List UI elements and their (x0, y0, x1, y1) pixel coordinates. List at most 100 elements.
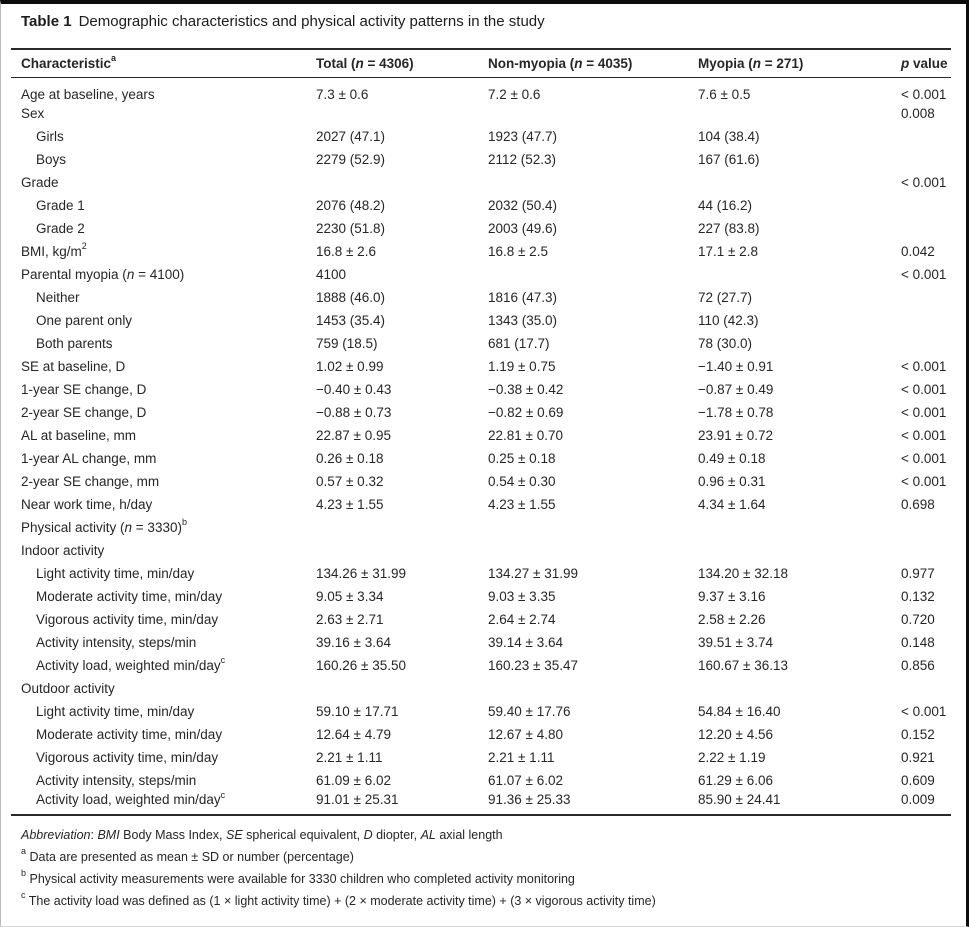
value-cell: 72 (27.7) (698, 289, 753, 305)
value-cell (698, 677, 901, 700)
table-row: One parent only 1453 (35.4) 1343 (35.0) 110… (11, 309, 951, 332)
value-cell: −0.40 ± 0.43 (316, 381, 392, 397)
row-label: Vigorous activity time, min/day (36, 611, 219, 627)
value-cell (901, 217, 951, 240)
value-cell: 0.698 (901, 496, 935, 512)
row-label: Sex (21, 105, 45, 121)
value-cell: 227 (83.8) (698, 220, 760, 236)
table-figure: Table 1 Demographic characteristics and p… (11, 12, 951, 912)
table-row: Moderate activity time, min/day 9.05 ± 3.… (11, 585, 951, 608)
value-cell: 9.37 ± 3.16 (698, 588, 766, 604)
row-label: Parental myopia (n = 4100) (21, 266, 185, 282)
value-cell (316, 539, 488, 562)
value-cell (698, 102, 901, 125)
value-cell: 0.009 (901, 791, 951, 816)
row-label: Activity load, weighted min/dayc (11, 790, 316, 816)
value-cell: 0.132 (901, 588, 935, 604)
value-cell: 4.34 ± 1.64 (698, 496, 766, 512)
row-label: Light activity time, min/day (36, 565, 195, 581)
value-cell: 2032 (50.4) (488, 197, 558, 213)
value-cell: 2.63 ± 2.71 (316, 611, 384, 627)
row-label: Activity load, weighted min/dayc (36, 655, 226, 673)
table-row: Sex 0.008 (11, 102, 951, 125)
row-label: Neither (36, 289, 80, 305)
value-cell: 2.21 ± 1.11 (316, 749, 383, 765)
column-header-non-myopia: Non-myopia (n = 4035) (488, 48, 698, 78)
value-cell: 61.09 ± 6.02 (316, 772, 391, 788)
value-cell: 7.6 ± 0.5 (698, 86, 751, 102)
value-cell: 1888 (46.0) (316, 289, 386, 305)
table-row: AL at baseline, mm 22.87 ± 0.95 22.81 ± 0.… (11, 424, 951, 447)
value-cell: 2230 (51.8) (316, 220, 386, 236)
value-cell: 1.02 ± 0.99 (316, 358, 384, 374)
row-label: Vigorous activity time, min/day (36, 749, 219, 765)
value-cell: 23.91 ± 0.72 (698, 427, 773, 443)
value-cell (901, 194, 951, 217)
value-cell: 134.20 ± 32.18 (698, 565, 788, 581)
table-row: 1-year AL change, mm 0.26 ± 0.18 0.25 ± 0.… (11, 447, 951, 470)
value-cell: 0.26 ± 0.18 (316, 450, 384, 466)
value-cell (488, 516, 698, 539)
value-cell: 61.07 ± 6.02 (488, 772, 563, 788)
value-cell: 91.36 ± 25.33 (488, 791, 698, 816)
value-cell: 681 (17.7) (488, 335, 550, 351)
row-label: 2-year SE change, mm (21, 473, 160, 489)
value-cell: 2279 (52.9) (316, 151, 386, 167)
value-cell: 85.90 ± 24.41 (698, 791, 901, 816)
value-cell: −1.78 ± 0.78 (698, 404, 774, 420)
value-cell: 22.87 ± 0.95 (316, 427, 391, 443)
value-cell: 134.27 ± 31.99 (488, 565, 578, 581)
footnote: b Physical activity measurements were av… (21, 868, 575, 886)
value-cell: < 0.001 (901, 427, 947, 443)
value-cell (901, 309, 951, 332)
value-cell: 7.3 ± 0.6 (316, 86, 369, 102)
value-cell (901, 125, 951, 148)
value-cell (901, 677, 951, 700)
table-row: 2-year SE change, D −0.88 ± 0.73 −0.82 ± 0… (11, 401, 951, 424)
value-cell: < 0.001 (901, 450, 947, 466)
value-cell: 0.008 (901, 105, 935, 121)
value-cell (488, 171, 698, 194)
value-cell: −1.40 ± 0.91 (698, 358, 774, 374)
value-cell: 0.148 (901, 634, 935, 650)
row-label: Activity intensity, steps/min (36, 634, 197, 650)
value-cell: 2.58 ± 2.26 (698, 611, 766, 627)
footnote: a Data are presented as mean ± SD or num… (21, 846, 354, 864)
row-label: BMI, kg/m2 (21, 241, 87, 259)
row-label: Boys (36, 151, 67, 167)
table-row: 1-year SE change, D −0.40 ± 0.43 −0.38 ± 0… (11, 378, 951, 401)
value-cell (488, 677, 698, 700)
row-label: One parent only (36, 312, 133, 328)
value-cell (488, 539, 698, 562)
value-cell (488, 263, 698, 286)
value-cell (316, 171, 488, 194)
value-cell (316, 516, 488, 539)
value-cell (901, 148, 951, 171)
table-row: Activity intensity, steps/min 39.16 ± 3.6… (11, 631, 951, 654)
footnote: Abbreviation: BMI Body Mass Index, SE sp… (21, 827, 503, 842)
value-cell: < 0.001 (901, 174, 947, 190)
table-caption: Table 1 Demographic characteristics and p… (21, 12, 951, 32)
row-label: Near work time, h/day (21, 496, 153, 512)
value-cell: 2027 (47.1) (316, 128, 386, 144)
value-cell: 16.8 ± 2.5 (488, 243, 548, 259)
value-cell: 39.51 ± 3.74 (698, 634, 773, 650)
row-label: Outdoor activity (21, 680, 115, 696)
value-cell: 22.81 ± 0.70 (488, 427, 563, 443)
value-cell (316, 677, 488, 700)
footnote: c The activity load was defined as (1 × … (21, 890, 656, 908)
value-cell: < 0.001 (901, 473, 947, 489)
value-cell: 9.03 ± 3.35 (488, 588, 556, 604)
header-row: Characteristica Total (n = 4306) Non-myopi… (11, 48, 951, 78)
value-cell: 1453 (35.4) (316, 312, 386, 328)
table-row: Outdoor activity (11, 677, 951, 700)
table-number: Table 1 (21, 13, 72, 30)
table-row: Activity load, weighted min/dayc 160.26 ±… (11, 654, 951, 677)
table-row: Grade 2 2230 (51.8) 2003 (49.6) 227 (83.8) (11, 217, 951, 240)
value-cell: 39.16 ± 3.64 (316, 634, 391, 650)
table-row: Parental myopia (n = 4100) 4100 < 0.001 (11, 263, 951, 286)
row-label: 1-year AL change, mm (21, 450, 157, 466)
value-cell: 0.96 ± 0.31 (698, 473, 766, 489)
value-cell: 16.8 ± 2.6 (316, 243, 376, 259)
row-label: Indoor activity (21, 542, 105, 558)
